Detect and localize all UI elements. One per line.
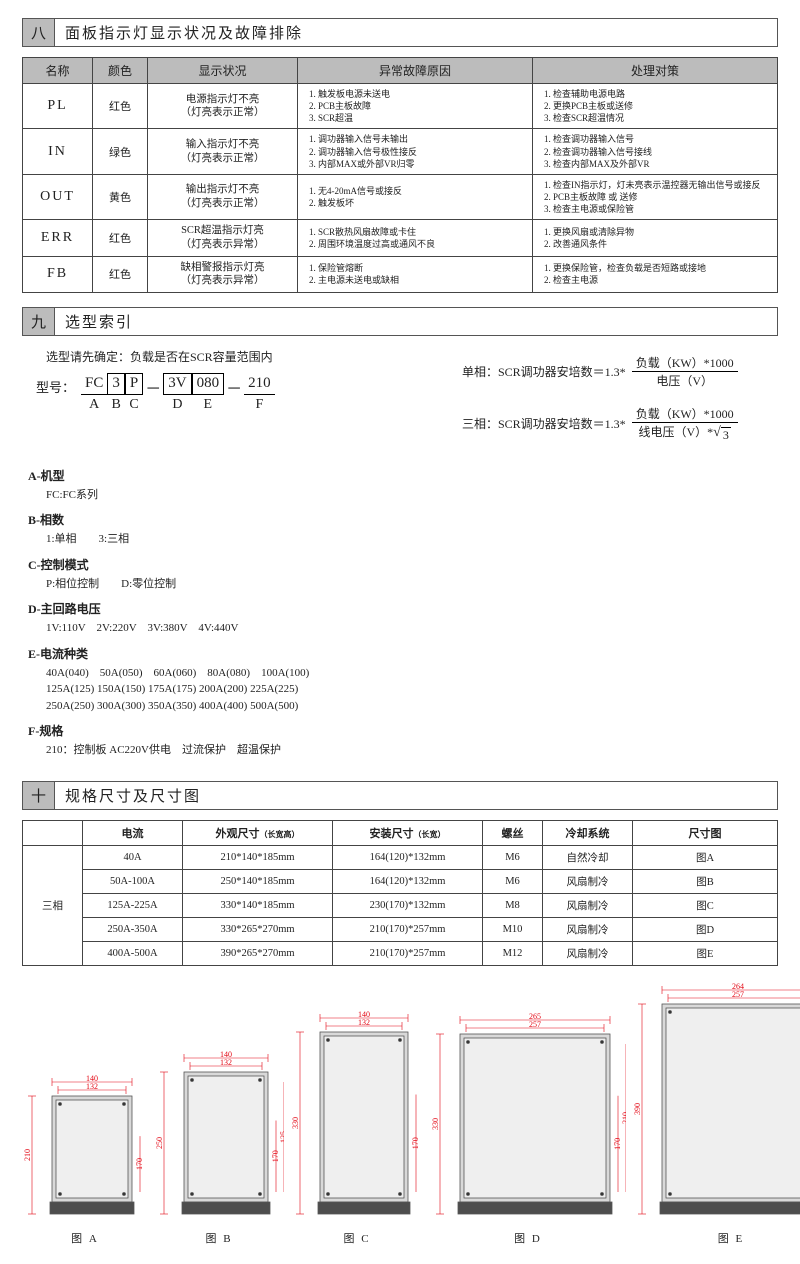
dimension-figure: 140 132 210 170 图 A [22,1074,148,1246]
formula2-label: 三相：SCR调功器安培数＝1.3* [462,415,626,432]
dimension-figure: 264 257 390 170 210 图 E [632,982,800,1246]
svg-text:170: 170 [271,1150,280,1162]
def-head: B-相数 [28,511,772,528]
model-segment: 210 [244,373,275,395]
figure-label: 图 A [71,1230,99,1246]
section8-header: 八 面板指示灯显示状况及故障排除 [22,18,778,47]
formula-three-phase: 三相：SCR调功器安培数＝1.3* 负载（KW）*1000 线电压（V）*√3 [462,405,772,443]
dimensions-table: 电流外观尺寸（长宽高）安装尺寸（长宽）螺丝冷却系统尺寸图 三相40A210*14… [22,820,778,966]
section9-body: 选型请先确定：负载是否在SCR容量范围内 型号： FCA3BPC－3VD080E… [22,346,778,781]
dimension-figure: 265 257 330 170 210 图 D [430,1012,626,1246]
tbl1-th: 名称 [23,58,93,84]
dimension-figure: 140 132 330 170 图 C [290,1010,424,1246]
dimension-figure: 140 132 250 170 125 图 B [154,1050,284,1246]
tbl2-th: 电流 [83,820,183,845]
model-code-line: 型号： FCA3BPC－3VD080E－210F [36,373,422,413]
def-body: 210：控制板 AC220V供电 过流保护 超温保护 [46,742,772,759]
tbl1-th: 颜色 [93,58,148,84]
table-row: 50A-100A250*140*185mm164(120)*132mmM6风扇制… [23,869,778,893]
svg-text:170: 170 [135,1158,144,1170]
model-segment: 3V [163,373,191,395]
def-body: 1V:110V 2V:220V 3V:380V 4V:440V [46,620,772,637]
section10-header: 十 规格尺寸及尺寸图 [22,781,778,810]
model-label: 型号： [36,373,75,396]
svg-text:257: 257 [732,990,744,999]
svg-text:330: 330 [291,1117,300,1129]
def-head: C-控制模式 [28,556,772,573]
formula2-top: 负载（KW）*1000 [632,405,738,423]
def-body: P:相位控制 D:零位控制 [46,576,772,593]
panel-led-table: 名称颜色显示状况异常故障原因处理对策 PL红色电源指示灯不亮（灯亮表示正常）触发… [22,57,778,293]
tbl1-th: 显示状况 [148,58,298,84]
figure-svg: 140 132 330 170 [290,1010,424,1226]
figure-label: 图 C [343,1230,370,1246]
section8-title: 面板指示灯显示状况及故障排除 [55,19,313,46]
section10-title: 规格尺寸及尺寸图 [55,782,211,809]
svg-text:170: 170 [613,1138,622,1150]
def-head: F-规格 [28,722,772,739]
svg-text:132: 132 [86,1082,98,1091]
formula1-top: 负载（KW）*1000 [632,354,738,372]
selection-note: 选型请先确定：负载是否在SCR容量范围内 [46,348,422,365]
figure-svg: 140 132 210 170 [22,1074,148,1226]
figure-svg: 264 257 390 170 210 [632,982,800,1226]
tbl2-head-row: 电流外观尺寸（长宽高）安装尺寸（长宽）螺丝冷却系统尺寸图 [23,820,778,845]
svg-text:132: 132 [220,1058,232,1067]
figure-label: 图 B [205,1230,232,1246]
table-row: 125A-225A330*140*185mm230(170)*132mmM8风扇… [23,893,778,917]
svg-text:390: 390 [633,1103,642,1115]
tbl2-th: 冷却系统 [543,820,633,845]
model-segment: P [125,373,143,395]
section9-num: 九 [23,308,55,335]
table-row: OUT黄色输出指示灯不亮（灯亮表示正常）无4-20mA信号或接反触发板坏检查IN… [23,174,778,219]
table-row: PL红色电源指示灯不亮（灯亮表示正常）触发板电源未送电PCB主板故障SCR超温检… [23,84,778,129]
model-segment: 080 [192,373,225,395]
table-row: IN绿色输入指示灯不亮（灯亮表示正常）调功器输入信号未输出调功器输入信号极性接反… [23,129,778,174]
svg-text:330: 330 [431,1118,440,1130]
formula1-bot: 电压（V） [652,372,717,389]
model-segment: 3 [107,373,125,395]
table-row: 400A-500A390*265*270mm210(170)*257mmM12风… [23,941,778,965]
svg-text:250: 250 [155,1137,164,1149]
svg-text:257: 257 [529,1020,541,1029]
tbl2-th: 螺丝 [483,820,543,845]
svg-text:210: 210 [621,1112,626,1124]
tbl1-th: 处理对策 [533,58,778,84]
tbl1-th: 异常故障原因 [298,58,533,84]
def-head: E-电流种类 [28,645,772,662]
model-segment: FC [81,373,107,395]
figure-label: 图 E [718,1230,744,1246]
def-body: 1:单相 3:三相 [46,531,772,548]
tbl2-th: 安装尺寸（长宽） [333,820,483,845]
svg-text:210: 210 [23,1149,32,1161]
svg-text:125: 125 [279,1131,284,1143]
formula2-bot: 线电压（V）*√3 [635,423,735,443]
figure-label: 图 D [514,1230,542,1246]
tbl2-th: 尺寸图 [633,820,778,845]
table-row: 250A-350A330*265*270mm210(170)*257mmM10风… [23,917,778,941]
model-definitions: A-机型 FC:FC系列 B-相数 1:单相 3:三相 C-控制模式 P:相位控制 D:零… [28,467,772,759]
section8-num: 八 [23,19,55,46]
def-body: FC:FC系列 [46,487,772,504]
table-row: FB红色缺相警报指示灯亮（灯亮表示异常）保险管熔断主电源未送电或缺相更换保险管，… [23,256,778,292]
svg-text:170: 170 [411,1137,420,1149]
section9-title: 选型索引 [55,308,143,335]
def-head: D-主回路电压 [28,600,772,617]
tbl2-th: 外观尺寸（长宽高） [183,820,333,845]
formula1-label: 单相：SCR调功器安培数＝1.3* [462,363,626,380]
dimension-figures: 140 132 210 170 图 A 140 [22,982,778,1246]
figure-svg: 265 257 330 170 210 [430,1012,626,1226]
svg-text:132: 132 [358,1018,370,1027]
tbl1-head-row: 名称颜色显示状况异常故障原因处理对策 [23,58,778,84]
def-head: A-机型 [28,467,772,484]
def-body: 40A(040) 50A(050) 60A(060) 80A(080) 100A… [46,665,772,715]
table-row: ERR红色SCR超温指示灯亮（灯亮表示异常）SCR散热风扇故障或卡住周围环境温度… [23,220,778,256]
table-row: 三相40A210*140*185mm164(120)*132mmM6自然冷却图A [23,845,778,869]
figure-svg: 140 132 250 170 125 [154,1050,284,1226]
section9-header: 九 选型索引 [22,307,778,336]
formula-single-phase: 单相：SCR调功器安培数＝1.3* 负载（KW）*1000 电压（V） [462,354,772,389]
tbl2-th [23,820,83,845]
section10-num: 十 [23,782,55,809]
